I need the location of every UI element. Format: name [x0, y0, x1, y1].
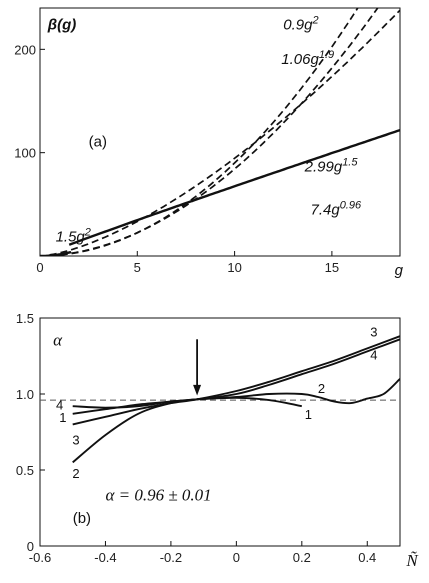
curves-b	[72, 335, 400, 464]
series-line-b-3	[72, 335, 400, 426]
x-tick-label-a-0: 0	[36, 260, 43, 275]
panel-label-b: (b)	[73, 510, 91, 527]
y-tick-label-b-0: 0	[27, 539, 34, 554]
series-line-a-1	[49, 8, 359, 256]
curve-label-b-0: 1	[59, 410, 66, 425]
series-label-a-1: 0.9g2	[283, 15, 318, 34]
plot-frame-a	[39, 7, 401, 257]
x-tick-label-b-4: 0.2	[293, 550, 311, 565]
x-tick-label-b-0: -0.6	[29, 550, 51, 565]
series-label-a-2: 1.06g1.9	[281, 49, 334, 68]
y-tick-label-a-0: 100	[14, 146, 36, 161]
y-tick-label-a-1: 200	[14, 42, 36, 57]
curve-label-b-4: 3	[72, 433, 79, 448]
arrow-head-b	[193, 384, 202, 396]
x-axis-label-b: Ñ	[405, 551, 419, 570]
series-line-a-4	[68, 128, 400, 246]
y-axis-label-b: α	[53, 330, 63, 349]
curve-label-b-2: 2	[72, 466, 79, 481]
series-line-a-2	[49, 8, 379, 256]
series-label-a-3: 2.99g1.5	[304, 156, 359, 175]
curve-label-b-3: 2	[318, 381, 325, 396]
alpha-equation-b: α = 0.96 ± 0.01	[105, 485, 211, 504]
curve-label-b-7: 4	[370, 347, 377, 362]
y-tick-label-b-2: 1.0	[16, 387, 34, 402]
y-tick-label-b-1: 0.5	[16, 463, 34, 478]
y-tick-label-b-3: 1.5	[16, 311, 34, 326]
x-tick-label-b-1: -0.4	[94, 550, 116, 565]
plot-frame-b	[39, 317, 401, 547]
x-tick-label-b-3: 0	[233, 550, 240, 565]
x-tick-label-a-2: 10	[227, 260, 241, 275]
curves-a	[40, 8, 400, 256]
curve-label-b-5: 3	[370, 325, 377, 340]
panel-label-a: (a)	[89, 133, 107, 150]
y-axis-label-a: β(g)	[47, 17, 76, 34]
series-line-b-2	[72, 378, 400, 464]
x-tick-label-b-5: 0.4	[358, 550, 376, 565]
x-axis-label-a: g	[395, 262, 404, 279]
series-label-a-0: 1.5g2	[56, 227, 91, 246]
x-tick-label-b-2: -0.2	[160, 550, 182, 565]
chart-panel-b: -0.6 -0.4 -0.2 0 0.2 0.400.51.01.51 1223344α(b…	[16, 311, 419, 570]
chart-panel-a: 0 5 10 15 100 200 1.5g2 0.9g2 1.06g1.9 2.99g1.5 7.…	[14, 7, 404, 279]
x-tick-label-a-3: 15	[325, 260, 339, 275]
series-label-a-4: 7.4g0.96	[310, 200, 361, 219]
series-line-b-4	[72, 338, 400, 409]
curve-label-b-6: 4	[56, 398, 63, 413]
curve-label-b-1: 1	[305, 407, 312, 422]
x-tick-label-a-1: 5	[134, 260, 141, 275]
series-line-a-3	[49, 9, 400, 256]
